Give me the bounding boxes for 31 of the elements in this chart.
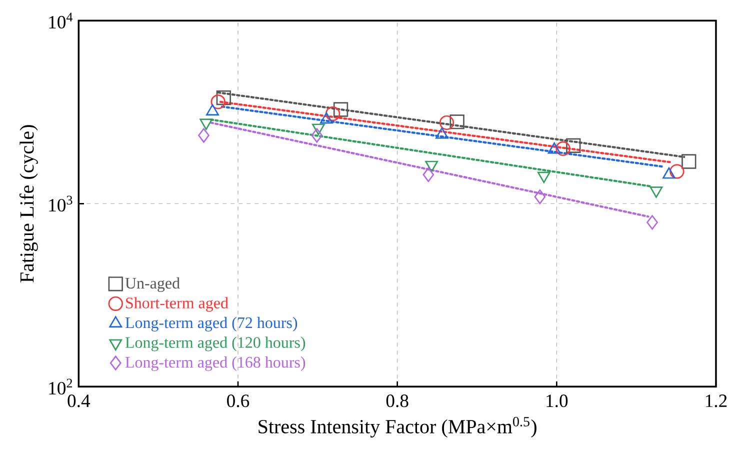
point	[566, 138, 581, 153]
point	[325, 106, 340, 122]
point	[210, 94, 226, 110]
point	[682, 154, 696, 169]
point	[311, 128, 323, 143]
point	[534, 189, 546, 204]
x-tick-label: 1.2	[706, 394, 727, 408]
legend-label: Short-term aged	[126, 297, 228, 312]
legend-label: Un-aged	[125, 277, 180, 292]
point	[439, 115, 454, 130]
x-tick-label: 1.0	[546, 394, 568, 408]
point	[556, 141, 570, 156]
legend-label: Long-term aged (72 hours)	[125, 316, 298, 332]
y-tick-label: 10$^{3}$	[49, 196, 72, 212]
y-axis-title: Fatigue Life (cycle)	[19, 125, 38, 282]
y-tick-label: 10$^{4}$	[49, 12, 73, 29]
x-axis-title: Stress Intensity Factor (MPa×m$^{0.5}$)	[258, 416, 536, 438]
x-tick-label: 0.8	[386, 394, 408, 408]
legend-label: Long-term aged (120 hours)	[125, 336, 306, 352]
x-tick-label: 0.6	[227, 394, 250, 408]
point	[670, 164, 684, 179]
point	[216, 90, 231, 106]
point	[422, 167, 434, 182]
legend-label: Long-term aged (168 hours)	[125, 356, 306, 371]
point	[333, 102, 348, 117]
x-tick-label: 0.4	[68, 394, 90, 408]
point	[646, 215, 658, 230]
y-tick-label: 10$^{2}$	[49, 378, 72, 395]
point	[450, 114, 464, 130]
point	[650, 186, 663, 198]
point	[198, 128, 210, 143]
